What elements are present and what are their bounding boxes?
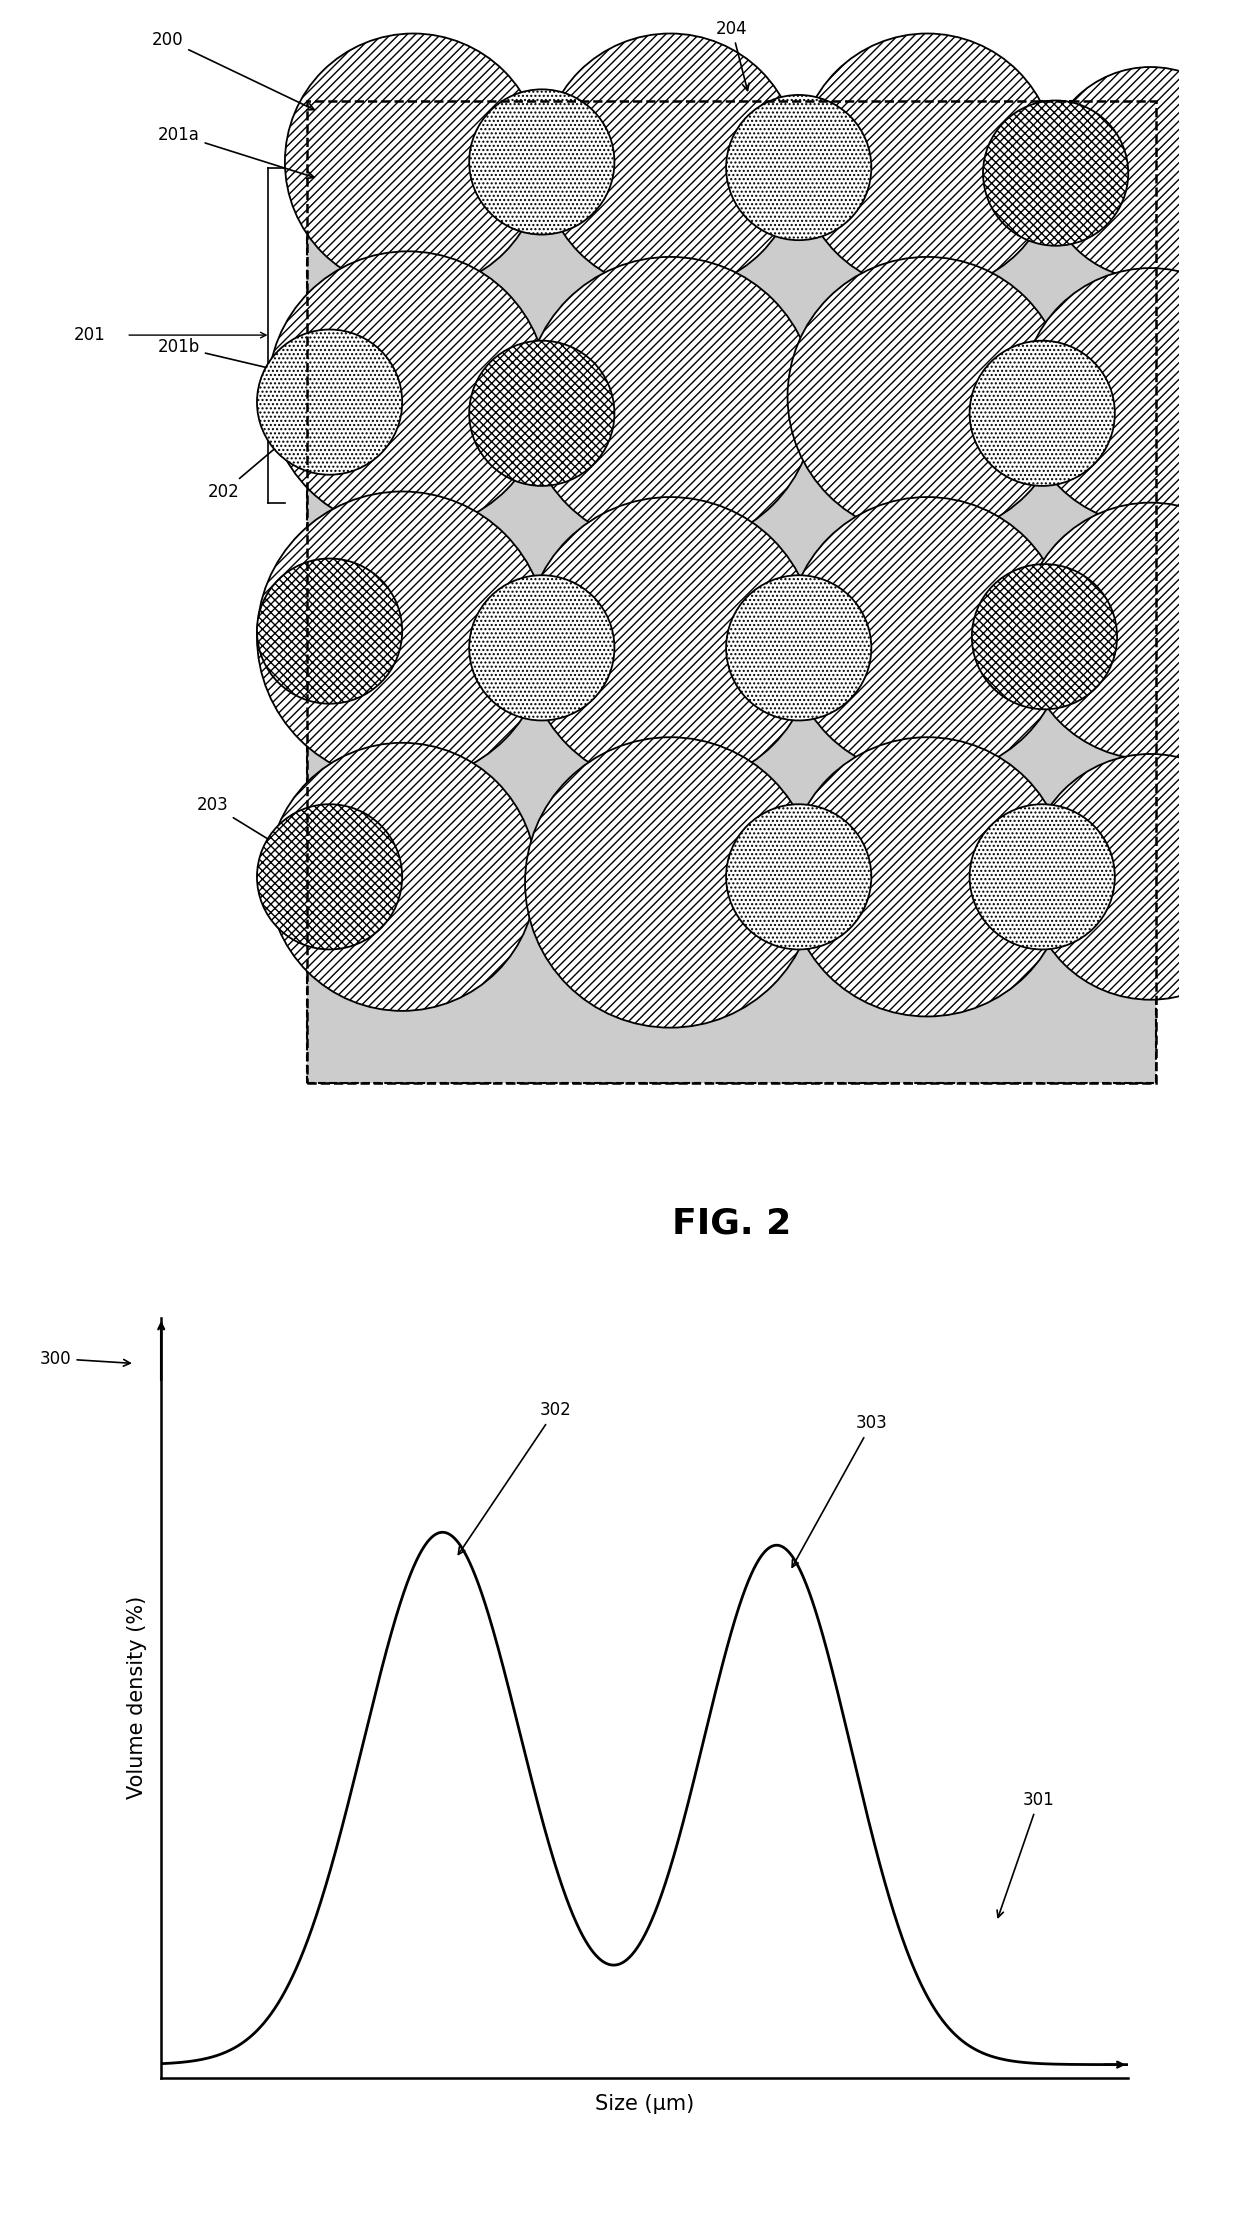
Circle shape — [1022, 268, 1240, 525]
Circle shape — [972, 565, 1117, 710]
Circle shape — [525, 498, 816, 789]
Circle shape — [727, 804, 872, 949]
X-axis label: Size (μm): Size (μm) — [595, 2093, 694, 2113]
Text: 201a: 201a — [157, 125, 314, 179]
Circle shape — [970, 340, 1115, 487]
Text: 204: 204 — [715, 20, 749, 89]
Bar — [308, 101, 1156, 1083]
Circle shape — [1044, 67, 1240, 279]
Circle shape — [799, 34, 1055, 290]
Circle shape — [469, 89, 614, 235]
Text: FIG. 2: FIG. 2 — [672, 1206, 791, 1240]
Bar — [308, 101, 1156, 1083]
Circle shape — [285, 34, 542, 290]
Text: 200: 200 — [151, 31, 314, 109]
Circle shape — [1022, 503, 1240, 760]
Y-axis label: Volume density (%): Volume density (%) — [128, 1597, 148, 1798]
Circle shape — [525, 257, 816, 547]
Text: 202: 202 — [207, 404, 326, 500]
Circle shape — [1028, 753, 1240, 1001]
Circle shape — [542, 34, 799, 290]
Text: 201: 201 — [73, 326, 105, 344]
Text: 303: 303 — [792, 1414, 888, 1568]
Circle shape — [268, 742, 536, 1010]
Text: 300: 300 — [40, 1349, 130, 1367]
Circle shape — [469, 340, 614, 487]
Circle shape — [787, 737, 1066, 1016]
Circle shape — [257, 558, 402, 704]
Circle shape — [787, 498, 1066, 777]
Circle shape — [787, 257, 1066, 536]
Circle shape — [983, 101, 1128, 246]
Circle shape — [257, 491, 547, 782]
Circle shape — [525, 737, 816, 1028]
Circle shape — [970, 804, 1115, 949]
Circle shape — [727, 94, 872, 241]
Circle shape — [268, 250, 547, 529]
Text: 301: 301 — [997, 1792, 1055, 1917]
Circle shape — [469, 576, 614, 722]
Circle shape — [257, 804, 402, 949]
Text: 201b: 201b — [157, 337, 314, 380]
Circle shape — [257, 328, 402, 474]
Text: 302: 302 — [459, 1401, 572, 1555]
Text: 203: 203 — [196, 795, 326, 873]
Circle shape — [727, 576, 872, 722]
